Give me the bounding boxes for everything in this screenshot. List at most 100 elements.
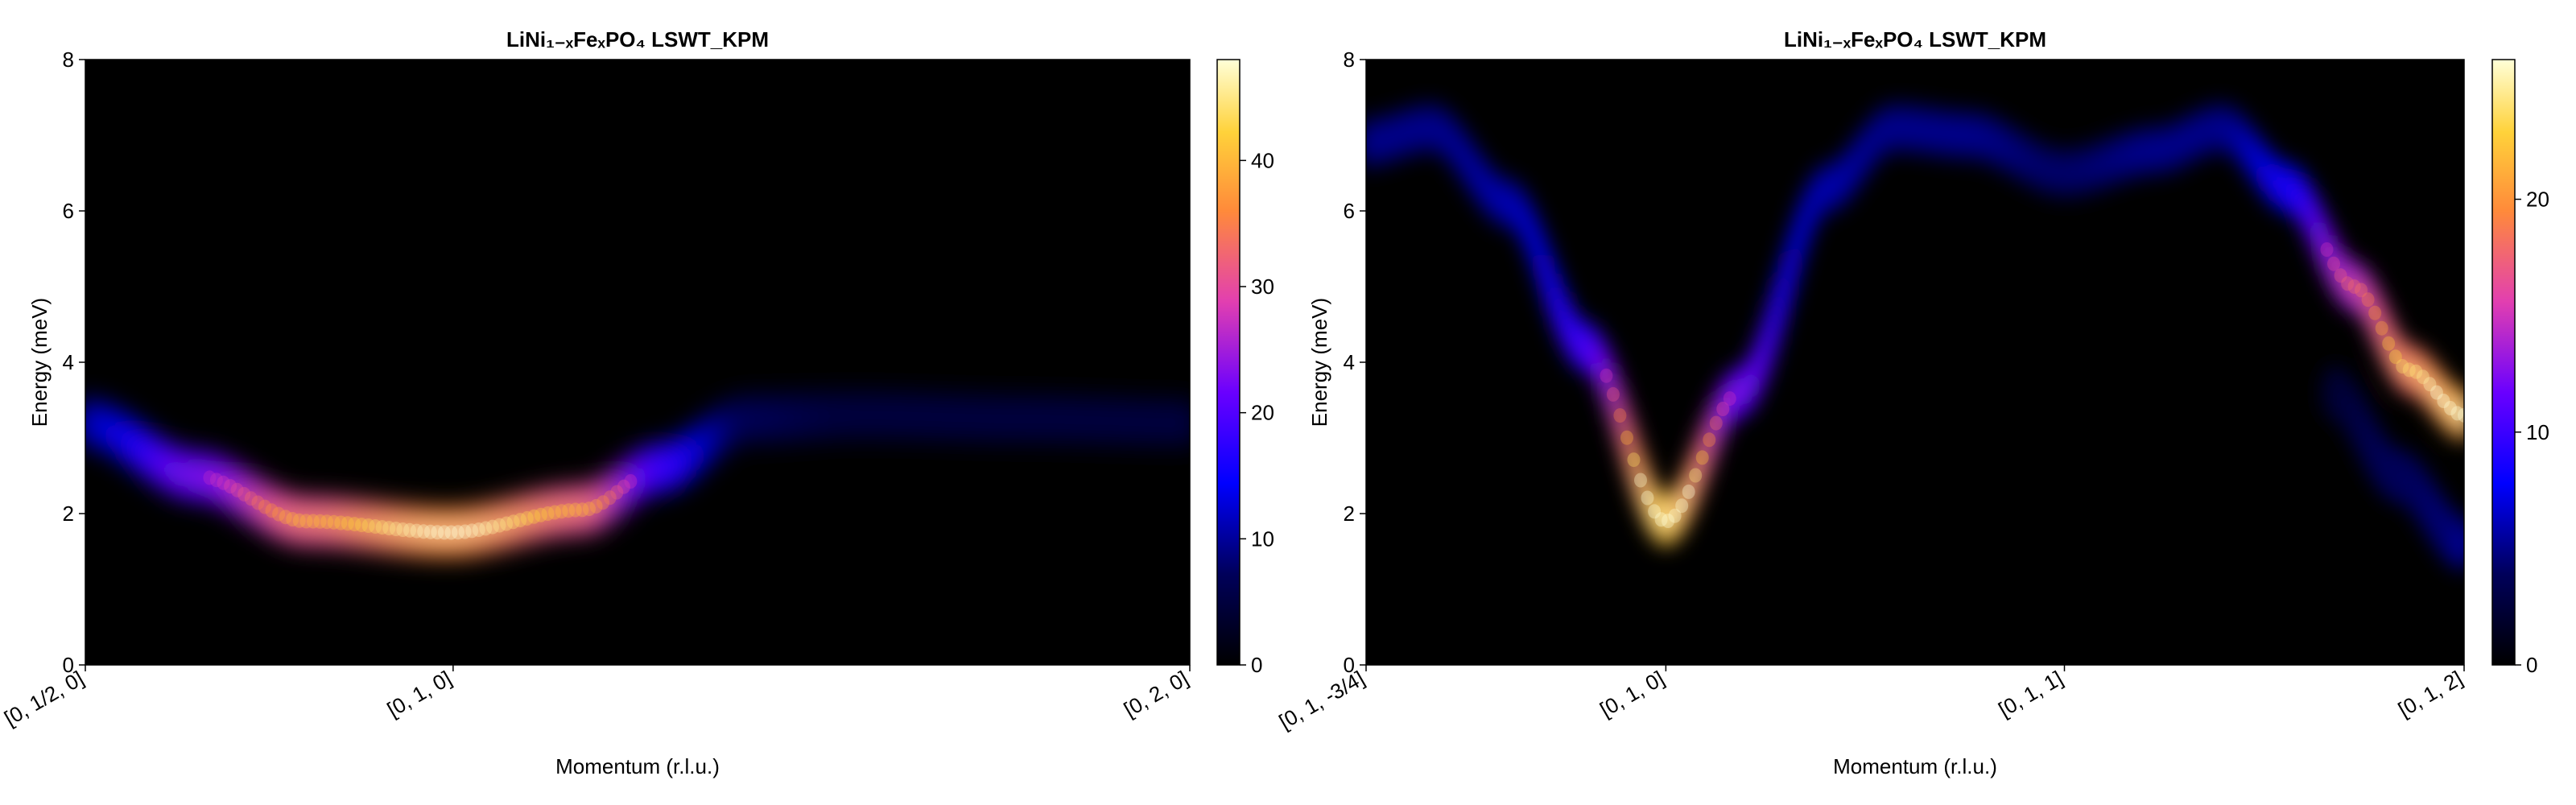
x-tick-label: [0, 2, 0] — [1120, 666, 1192, 721]
band-peak — [1709, 415, 1723, 431]
y-tick-label: 6 — [1344, 199, 1355, 223]
y-tick-label: 4 — [63, 350, 74, 374]
band-point — [1182, 410, 1190, 436]
x-tick-label: [0, 1, 0] — [383, 666, 456, 721]
right-x-axis-label: Momentum (r.l.u.) — [1833, 754, 1997, 778]
band-peak — [576, 502, 589, 518]
band-peak — [2409, 364, 2423, 379]
band-peak — [485, 519, 499, 535]
right-colorbar: 0 10 20 — [2491, 59, 2549, 677]
band-peak — [2368, 305, 2382, 320]
band-peak — [2443, 401, 2457, 415]
band-peak — [1600, 368, 1613, 383]
band-peak — [2334, 268, 2347, 283]
left-y-ticks: 0 2 4 6 8 — [63, 47, 1191, 677]
band-peak — [493, 518, 506, 533]
x-tick-label: [0, 1, 2] — [2394, 666, 2467, 721]
left-band-marks — [85, 387, 1190, 560]
colorbar-tick-label: 20 — [1251, 401, 1274, 425]
band-peak — [1606, 386, 1620, 402]
colorbar-tick-label: 0 — [1251, 653, 1262, 677]
right-y-ticks: 0 2 4 6 8 — [1344, 47, 2465, 677]
band-peak — [2402, 362, 2416, 378]
right-band-marks — [1366, 100, 2464, 572]
band-peak — [1662, 514, 1675, 528]
band-peak — [361, 518, 375, 533]
band-peak — [1716, 402, 1730, 416]
left-title: LiNi₁₋ₓFeₓPO₄ LSWT_KPM — [506, 27, 769, 52]
band-peak — [2382, 336, 2396, 351]
band-peak — [410, 523, 423, 539]
left-colorbar: 0 10 20 30 40 — [1216, 59, 1274, 677]
band-peak — [224, 479, 237, 494]
band-peak — [534, 507, 547, 522]
left-colorbar-bar — [1216, 59, 1241, 666]
band-peak — [465, 523, 479, 539]
band-peak — [230, 482, 244, 497]
band-peak — [313, 514, 327, 529]
band-peak — [279, 510, 292, 525]
y-tick-label: 0 — [63, 653, 74, 677]
left-x-axis-label: Momentum (r.l.u.) — [555, 754, 720, 778]
band-peak — [555, 504, 568, 519]
band-peak — [292, 513, 306, 528]
band-peak — [251, 495, 265, 510]
band-peak — [1668, 508, 1682, 523]
band-peak — [2429, 385, 2443, 400]
band-peak — [597, 495, 610, 510]
band-peak — [369, 519, 382, 534]
band-peak — [2437, 394, 2450, 408]
band-peak — [610, 485, 624, 500]
band-peak — [1641, 490, 1654, 506]
x-tick-label: [0, 1, 0] — [1596, 666, 1668, 721]
band-peak — [2416, 369, 2429, 385]
band-peak — [2375, 320, 2388, 336]
band-peak — [1682, 484, 1695, 499]
band-peak — [258, 499, 271, 514]
band-point — [2456, 402, 2464, 428]
right-x-ticks: [0, 1, -3/4] [0, 1, 0] [0, 1, 1] [0, 1, 2] — [1275, 665, 2467, 734]
band-peak — [1723, 391, 1736, 407]
band-peak — [348, 517, 361, 532]
right-y-axis-label: Energy (meV) — [1307, 298, 1331, 427]
band-peak — [2347, 279, 2361, 294]
x-tick-label: [0, 1/2, 0] — [0, 666, 88, 730]
band-glow — [85, 387, 1190, 560]
band-peak — [1634, 473, 1647, 488]
left-panel: LiNi₁₋ₓFeₓPO₄ LSWT_KPM Momentum (r.l.u.)… — [0, 27, 1274, 778]
band-peak — [307, 514, 320, 529]
band-peak — [506, 514, 520, 530]
band-peak — [237, 486, 251, 502]
band-peak — [1613, 408, 1627, 423]
band-peak — [2450, 406, 2464, 421]
band-peak — [583, 502, 596, 517]
band-peak — [2355, 283, 2368, 298]
band-peak — [327, 514, 341, 530]
band-peak — [548, 505, 562, 520]
colorbar-tick-label: 0 — [2526, 653, 2537, 677]
band-peak — [2341, 276, 2355, 291]
band-peak — [603, 490, 617, 506]
band-peak — [389, 522, 402, 536]
band-peak — [514, 513, 527, 528]
band-peak — [1675, 498, 1689, 514]
left-y-axis-label: Energy (meV) — [27, 298, 52, 427]
band-peak — [355, 518, 368, 533]
band-peak — [1648, 504, 1662, 519]
right-colorbar-ticks: 0 10 20 — [2515, 188, 2549, 677]
colorbar-tick-label: 20 — [2526, 188, 2549, 212]
right-panel: LiNi₁₋ₓFeₓPO₄ LSWT_KPM Momentum (r.l.u.)… — [1275, 27, 2549, 778]
x-tick-label: [0, 1, -3/4] — [1275, 666, 1368, 734]
right-colorbar-bar — [2491, 59, 2516, 666]
band-peak — [500, 516, 514, 531]
band-peak — [286, 512, 299, 526]
band-peak — [299, 514, 313, 529]
y-tick-label: 4 — [1344, 350, 1355, 374]
band-peak — [472, 522, 485, 537]
band-peak — [209, 473, 223, 488]
band-peak — [423, 524, 437, 539]
band-peak — [382, 521, 396, 536]
band-peak — [624, 474, 638, 489]
band-peak — [541, 506, 555, 521]
